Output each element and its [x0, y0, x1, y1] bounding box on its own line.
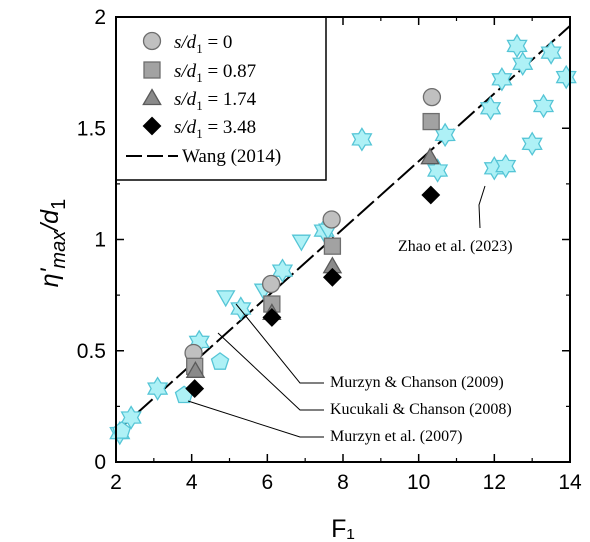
y-tick-label: 1.5 — [77, 117, 106, 140]
legend-marker-square — [143, 61, 161, 79]
data-point-diamond — [322, 267, 342, 287]
legend-marker-diamond — [142, 116, 162, 136]
data-point-star6 — [120, 405, 142, 430]
data-point-star6 — [479, 95, 502, 121]
data-point-diamond — [262, 307, 282, 327]
tick-labels: 2 4 6 8 10 12 14 0 0.5 1 1.5 2 — [77, 6, 582, 494]
legend-marker-circle — [142, 31, 162, 51]
y-tick-label: 2 — [94, 6, 106, 29]
annotation-leader — [235, 303, 324, 384]
data-point-star6 — [506, 33, 528, 59]
y-tick-label: 1 — [94, 229, 106, 252]
x-tick-label: 10 — [407, 471, 430, 494]
x-tick-label: 6 — [261, 471, 273, 494]
data-point-square — [422, 112, 440, 131]
data-point-diamond — [185, 379, 205, 399]
data-point-pentagon — [112, 421, 131, 439]
data-point-circle — [422, 87, 442, 107]
data-point-circle — [261, 274, 281, 294]
legend-label: s/d1 = 1.74 — [174, 89, 257, 113]
annotation-label: Murzyn & Chanson (2009) — [330, 374, 504, 391]
legend: s/d1 = 0 s/d1 = 0.87 s/d1 = 1.74 s/d1 = 3.4… — [115, 16, 327, 181]
annotation-label: Murzyn et al. (2007) — [330, 428, 462, 445]
data-point-star6 — [271, 258, 294, 283]
data-point-star6 — [230, 296, 252, 321]
legend-label: Wang (2014) — [182, 146, 281, 167]
data-point-triangle — [185, 360, 206, 378]
data-point-circle — [322, 210, 341, 229]
y-axis-title-tail: /d — [36, 209, 64, 233]
data-point-star6 — [512, 51, 534, 76]
legend-label: s/d1 = 0.87 — [174, 61, 256, 85]
x-tick-label: 4 — [186, 471, 198, 494]
annotation-leader — [187, 400, 324, 438]
data-point-star6 — [427, 158, 449, 183]
data-point-star6 — [147, 376, 169, 401]
annotation-label: Zhao et al. (2023) — [398, 238, 513, 255]
data-point-triangle-down — [291, 234, 312, 252]
data-point-star6 — [351, 127, 373, 152]
y-tick-label: 0 — [94, 451, 106, 474]
y-axis-title-tail-sub: 1 — [48, 199, 70, 210]
x-tick-label: 12 — [483, 471, 506, 494]
data-point-star6 — [521, 131, 543, 157]
annotation-leader — [217, 332, 324, 411]
legend-marker-triangle — [142, 88, 162, 106]
x-tick-label: 2 — [110, 471, 122, 494]
data-point-pentagon — [210, 352, 230, 370]
y-tick-label: 0.5 — [77, 340, 106, 363]
data-point-star6 — [532, 93, 555, 119]
data-point-star6 — [555, 64, 577, 90]
data-point-triangle-down — [215, 290, 236, 308]
legend-label: s/d1 = 3.48 — [174, 117, 256, 141]
y-axis-title: η'max/d1 — [36, 199, 70, 287]
data-point-square — [323, 237, 342, 255]
data-point-star6 — [491, 67, 513, 92]
x-axis-title: F₁ — [331, 515, 355, 542]
data-marks — [109, 25, 577, 446]
annotation-label: Kucukali & Chanson (2008) — [330, 401, 512, 418]
data-point-star6 — [495, 153, 517, 179]
plot-frame — [115, 16, 571, 463]
x-tick-label: 14 — [558, 471, 582, 494]
annotation-leader — [478, 185, 486, 229]
data-point-diamond — [421, 185, 441, 205]
annotations: Zhao et al. (2023) Murzyn & Chanson (2009… — [187, 185, 513, 445]
data-point-triangle — [420, 147, 440, 165]
y-axis-title-main: η' — [36, 267, 64, 287]
x-tick-label: 8 — [337, 471, 349, 494]
legend-label: s/d1 = 0 — [174, 32, 232, 56]
y-axis-title-sub: max — [48, 230, 70, 269]
data-point-star6 — [540, 40, 562, 65]
